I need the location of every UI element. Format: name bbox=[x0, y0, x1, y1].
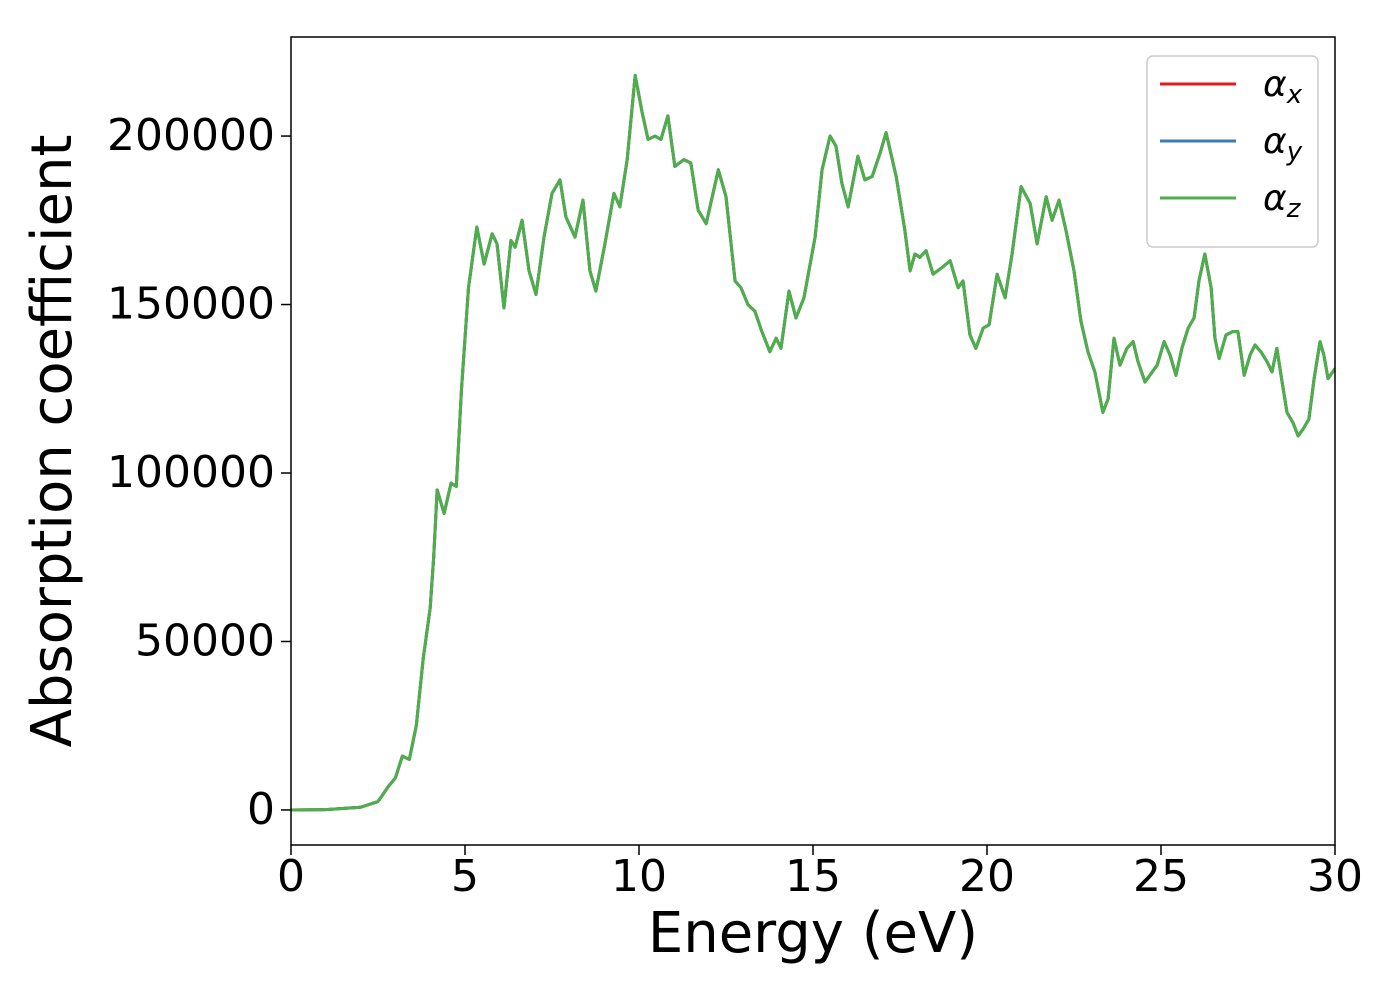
y-tick-label: 150000 bbox=[107, 279, 275, 330]
x-tick-label: 15 bbox=[785, 851, 841, 902]
x-tick-label: 25 bbox=[1133, 851, 1189, 902]
y-tick-label: 200000 bbox=[107, 110, 275, 161]
x-tick-label: 0 bbox=[277, 851, 305, 902]
x-tick-label: 5 bbox=[451, 851, 479, 902]
x-axis-label: Energy (eV) bbox=[648, 901, 978, 966]
y-tick-label: 50000 bbox=[135, 615, 275, 666]
plot-frame bbox=[290, 36, 1336, 846]
x-tick-label: 30 bbox=[1307, 851, 1363, 902]
x-tick-label: 10 bbox=[611, 851, 667, 902]
legend-label: αz bbox=[1263, 178, 1302, 224]
legend-label: αy bbox=[1263, 121, 1303, 167]
y-tick-label: 100000 bbox=[107, 447, 275, 498]
x-tick-label: 20 bbox=[959, 851, 1015, 902]
y-axis-label: Absorption coefficient bbox=[20, 135, 85, 748]
legend-label: αx bbox=[1263, 64, 1303, 110]
data-line bbox=[291, 73, 1335, 812]
y-tick-label: 0 bbox=[247, 784, 275, 835]
